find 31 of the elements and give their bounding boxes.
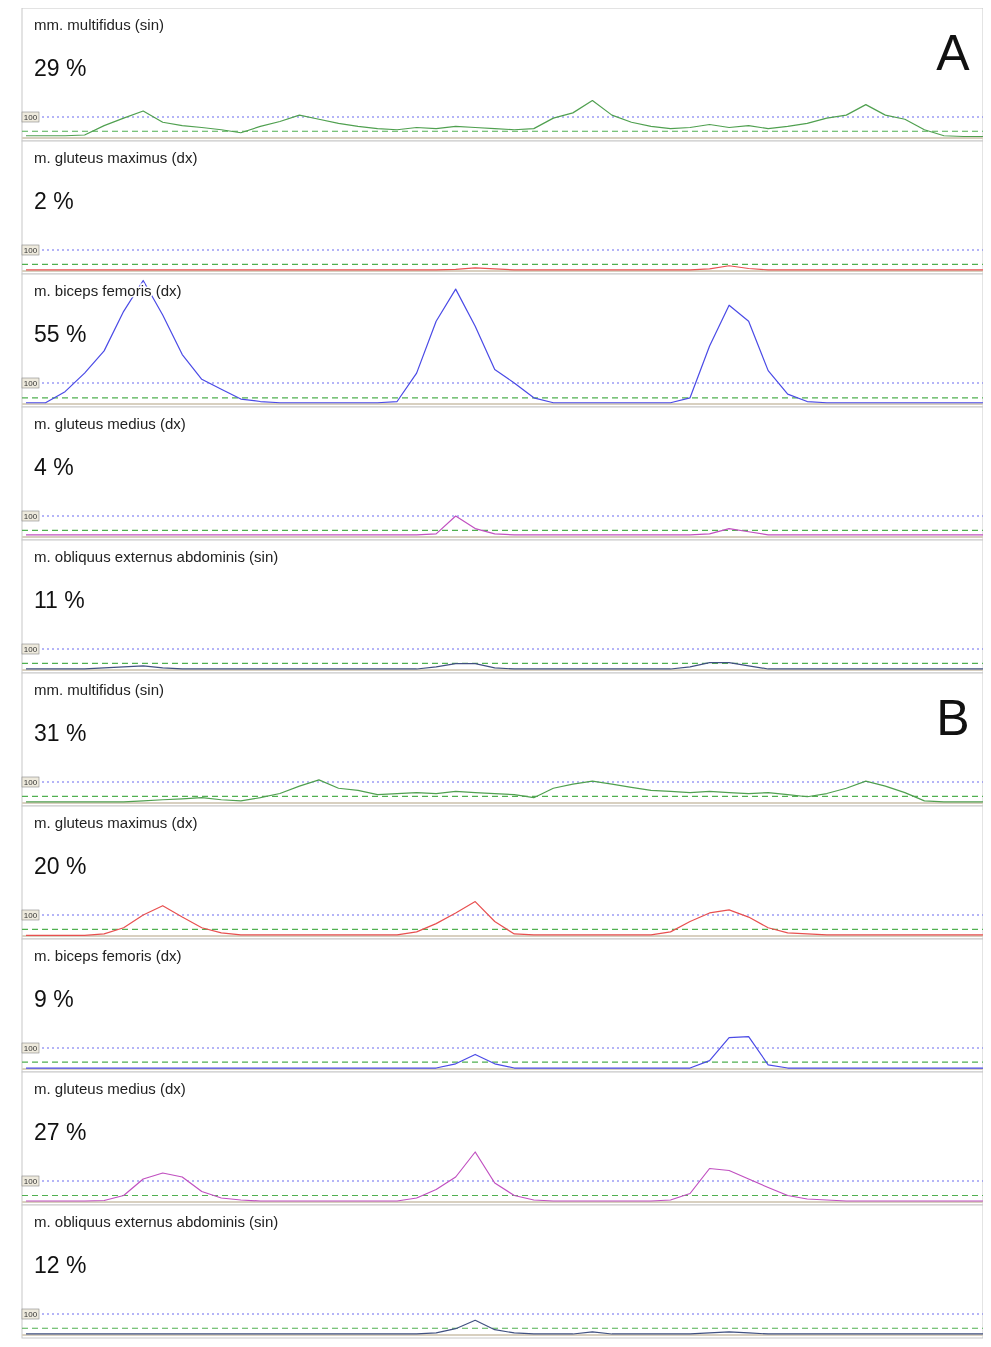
chart-title: m. obliquus externus abdominis (sin) [34, 548, 279, 565]
annotation: 55 % [34, 321, 87, 347]
annotation: 100 [23, 1177, 38, 1186]
chart-title: m. gluteus medius (dx) [34, 1080, 186, 1097]
annotation: 100 [23, 512, 38, 521]
chart-title: mm. multifidus (sin) [34, 16, 165, 33]
text: A [936, 25, 971, 81]
chart-title: m. biceps femoris (dx) [34, 947, 182, 964]
chart-title: m. obliquus externus abdominis (sin) [34, 1213, 279, 1230]
text: 2 % [34, 188, 74, 214]
text: 4 % [34, 454, 74, 480]
chart-title: m. gluteus maximus (dx) [34, 149, 198, 166]
chart-title: mm. multifidus (sin) [34, 681, 165, 698]
text: 100 [23, 246, 38, 255]
text: 27 % [34, 1119, 87, 1145]
text: 9 % [34, 986, 74, 1012]
text: 12 % [34, 1252, 87, 1278]
text: B [936, 690, 970, 746]
text: 100 [23, 1310, 38, 1319]
text: 29 % [34, 55, 87, 81]
text: 31 % [34, 720, 87, 746]
annotation: 100 [23, 113, 38, 122]
chart-title: m. gluteus medius (dx) [34, 415, 186, 432]
text: 100 [23, 645, 38, 654]
text: 20 % [34, 853, 87, 879]
annotation: 100 [23, 1044, 38, 1053]
chart-title: m. gluteus maximus (dx) [34, 814, 198, 831]
annotation: 100 [23, 911, 38, 920]
text: 11 % [34, 587, 85, 613]
annotation: 100 [23, 778, 38, 787]
annotation: 100 [23, 379, 38, 388]
